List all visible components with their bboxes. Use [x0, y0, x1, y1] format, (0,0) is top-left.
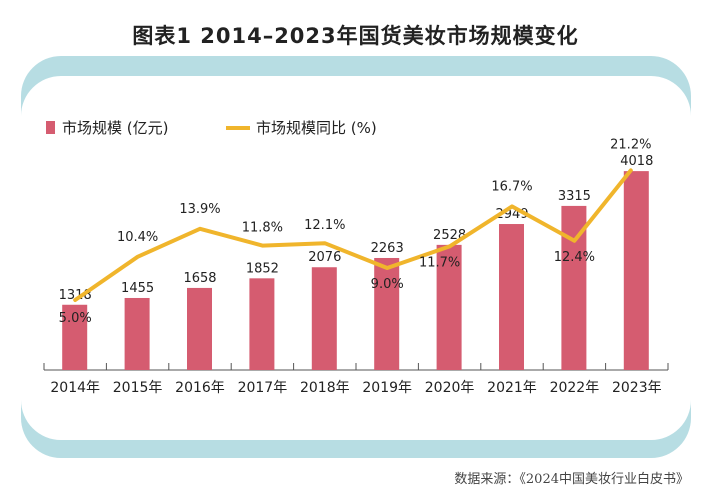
bar-label: 3315 — [558, 189, 591, 204]
bar — [311, 267, 337, 370]
x-tick-label: 2018年 — [300, 380, 350, 396]
x-tick-label: 2014年 — [50, 380, 100, 396]
x-tick-label: 2016年 — [175, 380, 225, 396]
line-label: 16.7% — [491, 179, 532, 194]
x-tick-label: 2015年 — [113, 380, 163, 396]
bar-label: 2076 — [308, 250, 341, 265]
x-tick-label: 2022年 — [550, 380, 600, 396]
line-label: 5.0% — [59, 311, 92, 326]
chart-title: 图表1 2014–2023年国货美妆市场规模变化 — [132, 24, 579, 48]
line-label: 12.1% — [304, 218, 345, 233]
bar-label: 4018 — [620, 154, 653, 169]
bar — [187, 287, 212, 370]
line-label: 9.0% — [371, 277, 404, 292]
bar — [623, 171, 649, 370]
legend-line-label: 市场规模同比 (%) — [256, 119, 377, 137]
bar — [249, 278, 275, 370]
bar — [436, 244, 462, 370]
legend-bar-swatch — [46, 121, 55, 134]
bar-label: 1318 — [59, 288, 92, 303]
x-tick-label: 2019年 — [362, 380, 412, 396]
bar — [499, 224, 524, 370]
bar — [374, 257, 400, 370]
line-label: 10.4% — [117, 230, 158, 245]
bar-label: 2263 — [371, 241, 404, 256]
x-tick-label: 2020年 — [425, 380, 475, 396]
x-tick-label: 2021年 — [487, 380, 537, 396]
line-label: 13.9% — [179, 202, 220, 217]
bar-label: 1852 — [246, 261, 279, 276]
x-tick-label: 2023年 — [612, 380, 662, 396]
legend-bar-label: 市场规模 (亿元) — [62, 119, 168, 137]
bar-label: 1658 — [183, 271, 216, 286]
growth-line — [73, 168, 633, 302]
bar-label: 1455 — [121, 281, 154, 296]
source-note: 数据来源：《2024中国美妆行业白皮书》 — [454, 472, 689, 487]
line-label: 21.2% — [610, 137, 651, 152]
bar — [62, 304, 88, 370]
bar — [124, 297, 150, 370]
x-tick-label: 2017年 — [238, 380, 288, 396]
line-label: 11.8% — [242, 221, 283, 236]
line-label: 12.4% — [554, 250, 595, 265]
line-label: 11.7% — [419, 255, 460, 270]
